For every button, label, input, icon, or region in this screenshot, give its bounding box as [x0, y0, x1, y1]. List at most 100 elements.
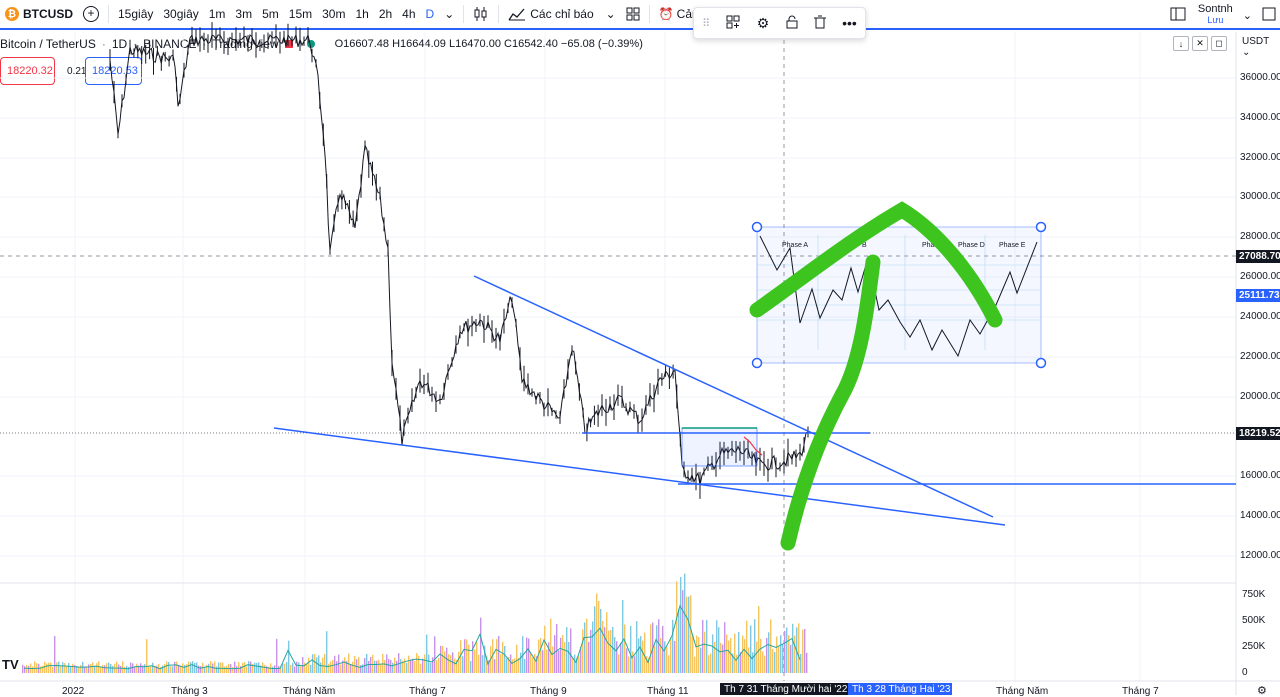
volume-bar — [392, 662, 394, 673]
ohlc-low: L16470.00 — [448, 38, 501, 50]
trendline-lower[interactable] — [273, 427, 1006, 526]
volume-bar — [674, 640, 676, 673]
trendline-upper[interactable] — [473, 275, 994, 518]
volume-bar — [484, 645, 486, 673]
interval-15m[interactable]: 15m — [288, 7, 313, 21]
volume-bar — [34, 661, 36, 673]
volume-bar — [714, 641, 716, 673]
volume-bar — [692, 633, 694, 673]
interval-30m[interactable]: 30m — [322, 7, 346, 21]
volume-bar — [200, 666, 202, 673]
interval-5m[interactable]: 5m — [262, 7, 279, 21]
volume-bar — [788, 635, 790, 673]
interval-1h[interactable]: 1h — [355, 7, 369, 21]
volume-bar — [490, 646, 492, 673]
gear-icon[interactable]: ⚙ — [1257, 685, 1267, 697]
interval-1m[interactable]: 1m — [208, 7, 226, 21]
volume-bar — [42, 665, 44, 673]
volume-bar — [74, 664, 76, 673]
interval-3m[interactable]: 3m — [235, 7, 253, 21]
volume-bar — [68, 663, 70, 673]
volume-bar — [458, 651, 460, 673]
gear-icon[interactable]: ⚙ — [756, 14, 770, 31]
volume-bar — [344, 657, 346, 673]
volume-bar — [196, 662, 198, 673]
current-price-tag: 18219.52 — [1236, 427, 1280, 440]
volume-bar — [224, 666, 226, 673]
compare-button[interactable]: + — [78, 0, 104, 29]
lock-icon[interactable] — [786, 15, 798, 32]
volume-bar — [152, 662, 154, 673]
chevron-down-icon[interactable]: ⌄ — [1242, 9, 1252, 22]
symbol-search[interactable]: ₿ BTCUSD — [0, 0, 78, 29]
interval-2h[interactable]: 2h — [378, 7, 393, 21]
volume-bar — [184, 664, 186, 673]
volume-bar — [62, 662, 64, 673]
volume-bar — [400, 659, 402, 673]
chart-type-button[interactable] — [468, 0, 494, 29]
resize-handle[interactable] — [1035, 357, 1047, 369]
green-arrow-head[interactable] — [749, 201, 1003, 328]
arrow-down-icon[interactable]: ↓ — [1173, 36, 1189, 51]
sell-button[interactable]: 18220.32 — [0, 57, 55, 85]
layout-options-icon[interactable] — [1262, 7, 1276, 24]
trash-icon[interactable] — [813, 15, 826, 32]
volume-bar — [496, 639, 498, 673]
volume-bar — [318, 655, 320, 673]
volume-bar — [550, 618, 552, 673]
volume-bar — [720, 642, 722, 673]
price-axis-label: 28000.00 — [1240, 231, 1280, 242]
volume-bar — [702, 620, 704, 673]
drag-handle-icon[interactable]: ⠿ — [702, 17, 711, 30]
volume-bar — [604, 627, 606, 673]
resize-handle[interactable] — [1035, 221, 1047, 233]
volume-bar — [624, 624, 626, 673]
interval-30s[interactable]: 30giây — [163, 7, 199, 21]
volume-bar — [628, 656, 630, 673]
volume-bar — [576, 657, 578, 673]
volume-bar — [386, 654, 388, 673]
templates-add-icon[interactable] — [726, 15, 740, 32]
interval-d[interactable]: D — [425, 7, 435, 21]
green-arrow-shaft[interactable] — [780, 254, 881, 551]
pair-name[interactable]: Bitcoin / TetherUS — [0, 37, 96, 51]
tradingview-logo[interactable]: TV — [2, 657, 19, 672]
volume-bar — [102, 665, 104, 673]
maximize-icon[interactable]: ◻ — [1211, 36, 1227, 51]
volume-bar — [374, 660, 376, 673]
layout-icon[interactable] — [1170, 7, 1186, 24]
resize-handle[interactable] — [751, 221, 763, 233]
price-range-box[interactable] — [681, 427, 758, 467]
buy-button[interactable]: 18220.53 — [85, 57, 142, 85]
interval-dropdown[interactable]: ⌄ — [439, 0, 459, 29]
resize-handle[interactable] — [751, 357, 763, 369]
volume-bar — [238, 662, 240, 673]
volume-bar — [422, 658, 424, 673]
volume-bar — [410, 659, 412, 673]
collapse-icon[interactable]: ✕ — [1192, 36, 1208, 51]
volume-bar — [450, 655, 452, 673]
volume-bar — [84, 666, 86, 673]
volume-bar — [114, 663, 116, 673]
phase-pattern-drawing[interactable]: Phase A B Phase C Phase D Phase E — [751, 221, 1047, 369]
templates-button[interactable] — [621, 0, 645, 29]
currency-selector[interactable]: USDT ⌄ — [1242, 36, 1270, 58]
volume-bar — [144, 664, 146, 673]
volume-bar — [324, 653, 326, 673]
volume-bar — [740, 652, 742, 673]
volume-bar — [390, 660, 392, 673]
volume-bar — [508, 657, 510, 673]
more-icon[interactable]: ••• — [842, 15, 857, 31]
indicators-button[interactable]: Các chỉ báo ⌄ — [503, 0, 620, 29]
volume-bar — [436, 660, 438, 673]
volume-bar — [682, 590, 684, 673]
volume-bar — [376, 660, 378, 673]
user-menu[interactable]: Sontnh Lưu — [1198, 4, 1233, 26]
grid-icon — [626, 7, 640, 21]
user-area: Sontnh Lưu ⌄ — [1170, 0, 1280, 30]
interval-4h[interactable]: 4h — [402, 7, 416, 21]
interval-15s[interactable]: 15giây — [118, 7, 154, 21]
volume-bar — [360, 665, 362, 673]
volume-bar — [382, 653, 384, 673]
